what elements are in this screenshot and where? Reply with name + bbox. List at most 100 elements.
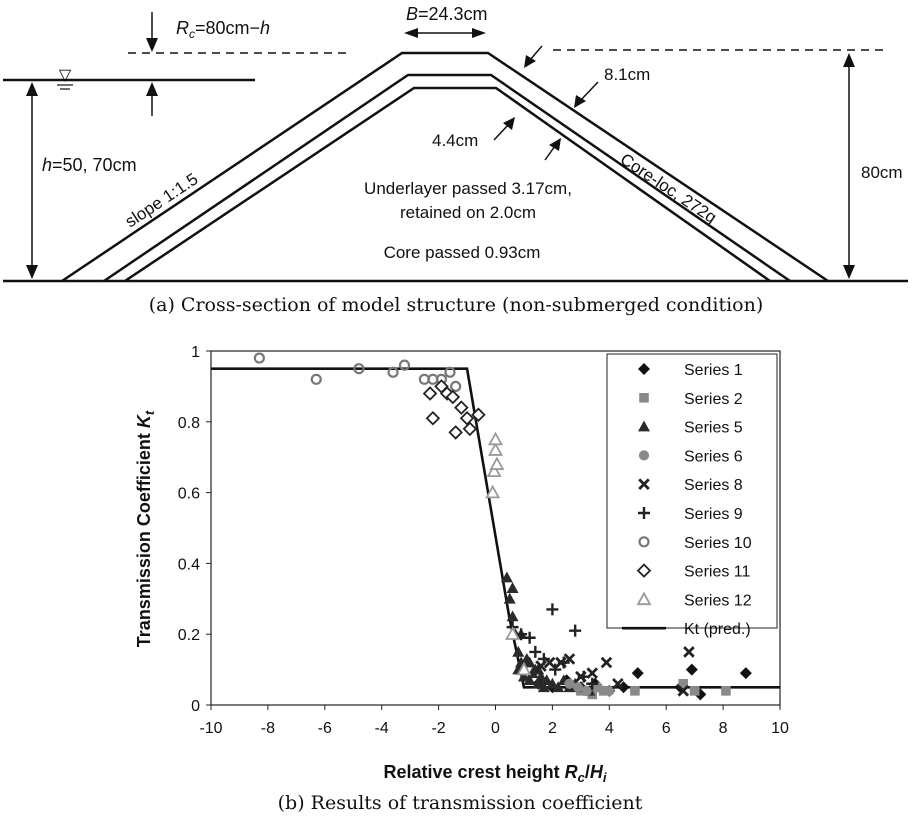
x-tick-label: -6 [318, 720, 332, 737]
series-11-point [425, 410, 441, 426]
y-tick-label: 0.2 [178, 627, 200, 644]
series-10-point [353, 363, 365, 375]
series-6-point [604, 685, 615, 696]
series-11-point [454, 400, 469, 415]
series-8-point [677, 685, 690, 697]
y-tick-label: 0.6 [178, 486, 200, 503]
series-10-point [444, 366, 456, 378]
series-9-point [586, 677, 599, 690]
panel-a-caption: (a) Cross-section of model structure (no… [149, 294, 764, 316]
panel-b-caption: (b) Results of transmission coefficient [278, 792, 643, 814]
underlayer-thickness-arrowhead [503, 117, 515, 130]
armor-thickness-label: 8.1cm [604, 65, 650, 84]
series-8-point [612, 677, 624, 690]
legend-label-series-1: Series 1 [684, 362, 743, 379]
rc-arrow-bottom-head [146, 82, 158, 96]
legend-swatch-series-2 [639, 393, 649, 403]
series-9-point [569, 624, 582, 637]
series-5-point [523, 674, 536, 686]
y-tick-label: 0.4 [178, 556, 200, 573]
series-10-point [450, 380, 462, 392]
series-11-point [422, 386, 438, 401]
series-2-point [598, 686, 609, 696]
legend-swatch-series-12 [636, 591, 652, 606]
water-depth-label: h=50, 70cm [42, 155, 137, 175]
series-9-point [557, 656, 570, 669]
series-1-point [685, 663, 698, 676]
x-tick-label: -2 [431, 720, 445, 737]
series-5-point [523, 656, 536, 668]
series-5-point [540, 674, 553, 686]
underlayer-thickness-leader [493, 123, 510, 141]
series-12-point [505, 626, 521, 640]
legend-label-series-11: Series 11 [684, 564, 751, 581]
series-2-point [630, 686, 640, 696]
series-12-point [516, 661, 532, 676]
series-5-point [535, 670, 548, 682]
underlayer-description-line1: Underlayer passed 3.17cm, [364, 179, 572, 198]
series-9-point [523, 631, 536, 644]
armor-thickness-arrowhead-top [524, 55, 536, 68]
series-9-point [529, 645, 542, 658]
water-depth-arrowhead-bottom [26, 265, 38, 279]
axis-ticks: -10 -8 -6 -4 -2 0 2 4 6 8 10 0 0.2 0.4 0.6 0.8 1 [178, 344, 789, 737]
x-axis-title: Relative crest height Rc/Hi [384, 762, 607, 785]
legend-label-series-12: Series 12 [684, 592, 752, 609]
series-6-point [564, 678, 575, 689]
transmission-chart: -10 -8 -6 -4 -2 0 2 4 6 8 10 0 0.2 0.4 0.6 0.8 1 Series … [134, 344, 789, 814]
crest-width-arrowhead-left [404, 28, 418, 38]
series-6-point [572, 682, 584, 693]
series-2-point [678, 678, 689, 689]
x-tick-label: 2 [548, 720, 557, 737]
series-10-point [387, 366, 399, 378]
series-5-point [546, 677, 559, 689]
legend-swatch-series-9 [638, 507, 650, 519]
series-11-point [445, 389, 461, 405]
water-depth-arrowhead-top [26, 82, 38, 96]
underlayer-thickness-arrowhead-lower [549, 138, 561, 151]
series-11-point [471, 407, 486, 422]
rc-label: Rc=80cm−h [176, 18, 270, 41]
series-9-point [546, 603, 559, 616]
structure-height-arrowhead-top [843, 53, 855, 67]
series-11-point [448, 425, 463, 440]
core-outline [124, 86, 771, 283]
legend-label-series-10: Series 10 [684, 535, 752, 552]
series-9-point [549, 663, 562, 676]
series-1-point [631, 667, 644, 680]
series-6-point [581, 685, 592, 696]
series-5-point [500, 571, 513, 583]
legend-label-series-6: Series 6 [684, 448, 743, 465]
legend-swatch-series-8 [638, 478, 650, 490]
armor-thickness-arrowhead [574, 95, 586, 108]
series-11-point [459, 410, 475, 426]
y-tick-label: 1 [191, 344, 200, 361]
x-tick-label: -10 [199, 720, 222, 737]
series-9-point [577, 670, 590, 683]
series-1-point [617, 681, 630, 694]
x-tick-label: 0 [491, 720, 500, 737]
legend-swatch-series-1 [638, 363, 650, 375]
x-tick-label: 8 [719, 720, 728, 737]
data-points [253, 352, 752, 701]
armor-thickness-leader-top [529, 45, 543, 61]
legend-swatch-series-11 [636, 563, 652, 578]
underlayer-thickness-label: 4.4cm [432, 131, 478, 150]
legend-swatch-series-6 [638, 450, 650, 461]
legend-swatch-series-10 [638, 536, 650, 548]
legend-items: Series 1 Series 2 Series 5 Series 6 Series 8… [622, 362, 752, 638]
y-tick-label: 0.8 [178, 415, 200, 432]
series-5-point [537, 681, 550, 693]
underlayer-description-line2: retained on 2.0cm [400, 203, 536, 222]
armor-unit-label: Core-loc, 272g [617, 150, 720, 228]
armor-thickness-leader [578, 81, 599, 103]
legend-label-series-2: Series 2 [684, 391, 743, 408]
series-8-point [600, 656, 613, 669]
armor-layer-outline [61, 51, 829, 283]
series-9-point [515, 628, 528, 641]
series-8-point [683, 646, 695, 658]
y-tick-label: 0 [191, 698, 200, 715]
x-tick-label: 4 [605, 720, 614, 737]
series-12-point [487, 431, 504, 446]
